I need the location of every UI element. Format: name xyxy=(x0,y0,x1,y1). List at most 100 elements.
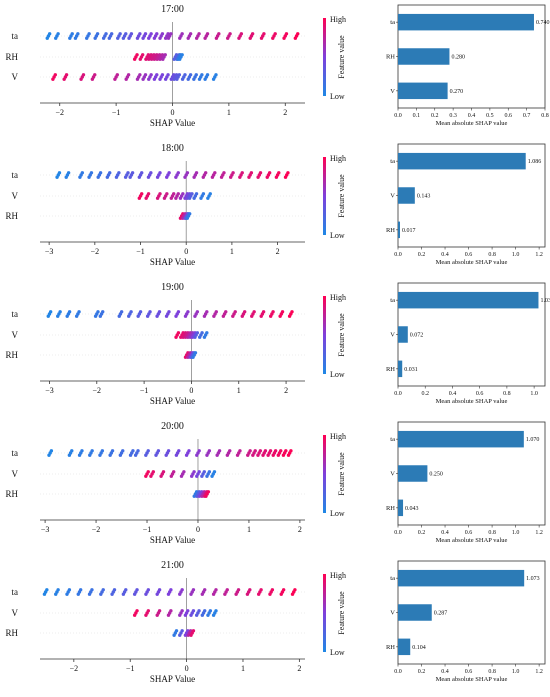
shap-point xyxy=(286,453,291,457)
shap-point xyxy=(70,449,74,453)
shap-point xyxy=(205,331,209,335)
bar-value-label: 1.032 xyxy=(540,298,550,304)
shap-point xyxy=(178,36,182,40)
shap-point xyxy=(194,36,199,40)
feature-label: ta xyxy=(12,170,19,180)
shap-point xyxy=(191,629,196,633)
shap-point xyxy=(237,36,241,40)
shap-point xyxy=(146,609,151,613)
shap-point xyxy=(186,36,190,40)
shap-point xyxy=(261,453,265,457)
shap-point xyxy=(188,32,193,36)
bar-x-tick-label: 0.4 xyxy=(449,391,457,397)
shap-point xyxy=(151,470,156,474)
shap-point xyxy=(166,449,171,453)
shap-point xyxy=(137,175,142,179)
shap-point xyxy=(200,474,204,478)
shap-point xyxy=(176,310,181,314)
shap-point xyxy=(132,57,137,61)
bar-value-label: 0.031 xyxy=(404,367,418,373)
shap-point xyxy=(273,449,278,453)
shap-point xyxy=(219,175,224,179)
shap-point xyxy=(179,474,184,478)
shap-point xyxy=(54,36,58,40)
shap-point xyxy=(121,36,126,40)
shap-point xyxy=(157,609,162,613)
x-tick-label: −1 xyxy=(112,108,121,117)
shap-point xyxy=(281,588,286,592)
shap-point xyxy=(201,175,205,179)
shap-point xyxy=(154,453,158,457)
bar-value-label: 0.072 xyxy=(410,333,424,339)
shap-point xyxy=(96,310,100,314)
bar-x-axis-label: Mean absolute SHAP value xyxy=(436,120,508,127)
shap-point xyxy=(121,592,126,596)
shap-point xyxy=(195,474,199,478)
colorbar-low-label: Low xyxy=(330,509,345,518)
bar-value-label: 1.073 xyxy=(526,576,540,582)
shap-point xyxy=(210,474,214,478)
shap-point xyxy=(68,36,72,40)
shap-point xyxy=(178,196,183,200)
shap-point xyxy=(138,32,142,36)
shap-point xyxy=(147,77,151,81)
bar-x-tick-label: 0.1 xyxy=(413,113,421,119)
shap-point xyxy=(205,73,210,77)
shap-point xyxy=(57,171,62,175)
colorbar-title: Feature value xyxy=(337,174,346,218)
shap-point xyxy=(155,57,159,61)
shap-point xyxy=(73,36,78,40)
bar-x-tick-label: 1.0 xyxy=(530,391,538,397)
shap-point xyxy=(189,592,193,596)
shap-point xyxy=(96,175,100,179)
shap-point xyxy=(93,73,97,77)
shap-point xyxy=(248,588,252,592)
shap-point xyxy=(56,588,60,592)
bar-x-tick-label: 0.6 xyxy=(505,113,513,119)
shap-point xyxy=(228,175,233,179)
bar-x-tick-label: 1.2 xyxy=(535,530,543,536)
shap-point xyxy=(187,212,192,216)
shap-point xyxy=(146,588,151,592)
shap-point xyxy=(184,453,189,457)
shap-point xyxy=(268,314,273,318)
x-axis-label: SHAP Value xyxy=(150,257,195,267)
shap-point xyxy=(259,588,263,592)
shap-point xyxy=(205,32,210,36)
shap-point xyxy=(208,192,212,196)
shap-point xyxy=(180,77,185,81)
x-tick-label: 2 xyxy=(298,525,302,534)
shap-point xyxy=(99,592,103,596)
shap-point xyxy=(183,314,188,318)
bar-x-axis-label: Mean absolute SHAP value xyxy=(436,676,508,683)
shap-point xyxy=(152,57,157,61)
shap-point xyxy=(222,171,226,175)
shap-point xyxy=(279,592,283,596)
shap-point xyxy=(98,453,102,457)
shap-point xyxy=(214,36,219,40)
shap-point xyxy=(144,613,148,617)
shap-point xyxy=(202,470,206,474)
shap-point xyxy=(211,613,216,617)
shap-point xyxy=(93,36,97,40)
bar-value-label: 1.070 xyxy=(526,437,540,443)
shap-point xyxy=(76,592,80,596)
shap-point xyxy=(180,53,184,57)
beeswarm-title: 17:00 xyxy=(161,4,184,15)
shap-point xyxy=(112,588,117,592)
x-tick-label: −2 xyxy=(70,664,79,673)
shap-point xyxy=(56,32,60,36)
shap-point xyxy=(224,310,228,314)
shap-point xyxy=(250,314,254,318)
shap-point xyxy=(290,592,295,596)
bar-x-tick-label: 0.2 xyxy=(418,252,426,258)
shap-point xyxy=(182,470,186,474)
bar xyxy=(398,48,450,65)
colorbar-high-label: High xyxy=(330,571,346,580)
shap-point xyxy=(242,310,247,314)
shap-point xyxy=(256,175,260,179)
bar-x-tick-label: 1.2 xyxy=(535,669,543,675)
beeswarm-panel: 18:00 −3 −2 −1 0 1 2 SHAP Value ta V RH High Low Feat… xyxy=(5,143,346,267)
shap-point xyxy=(159,474,163,478)
shap-point xyxy=(67,453,72,457)
